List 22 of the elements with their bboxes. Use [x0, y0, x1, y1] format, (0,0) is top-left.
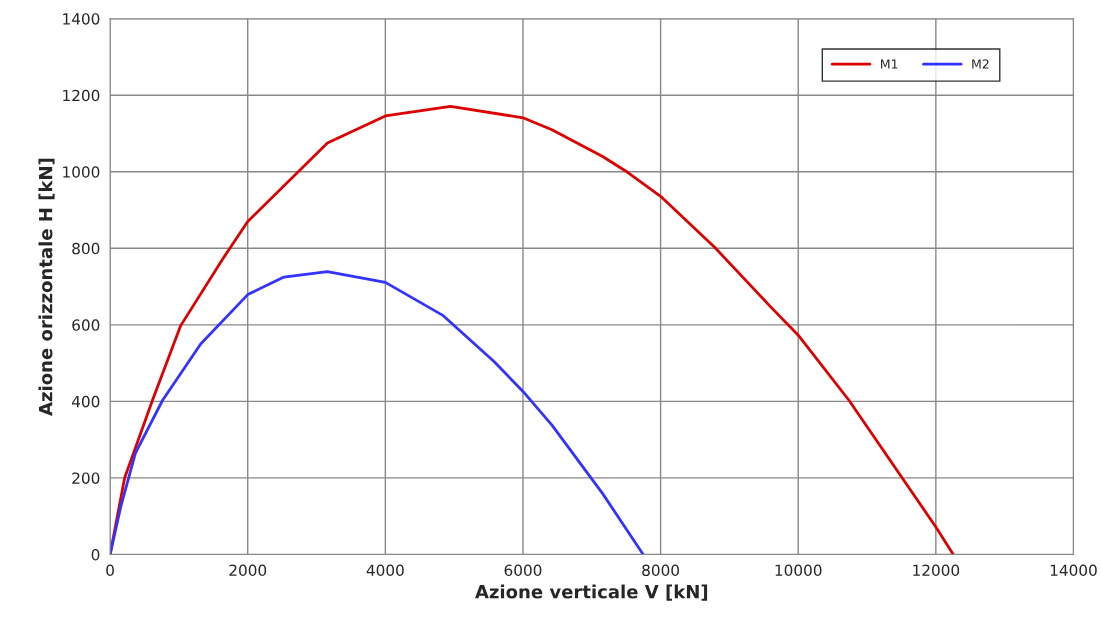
- x-tick-label: 2000: [229, 564, 267, 577]
- y-tick-label: 1400: [63, 13, 100, 25]
- x-tick-label: 10000: [775, 564, 822, 577]
- x-tick-label: 0: [106, 564, 114, 577]
- x-tick-label: 8000: [642, 564, 680, 577]
- y-tick-label: 200: [72, 472, 100, 484]
- x-tick-label: 4000: [366, 564, 404, 577]
- y-tick-label: 800: [72, 242, 100, 255]
- y-tick-label: 600: [72, 319, 100, 331]
- line-series: [110, 270, 645, 555]
- x-tick-label: 6000: [504, 564, 542, 577]
- legend-label: M1: [881, 59, 898, 69]
- line-series: [110, 104, 955, 555]
- y-tick-label: 0: [91, 548, 100, 561]
- y-tick-label: 1000: [63, 166, 100, 178]
- legend-label: M2: [972, 59, 989, 69]
- x-tick-label: 12000: [913, 564, 960, 577]
- y-tick-label: 1200: [63, 89, 100, 102]
- x-axis-title: Azione verticale V [kN]: [475, 584, 708, 601]
- y-axis-title: Azione orizzontale H [kN]: [38, 158, 55, 416]
- x-tick-label: 14000: [1050, 564, 1097, 577]
- y-tick-label: 400: [71, 395, 100, 408]
